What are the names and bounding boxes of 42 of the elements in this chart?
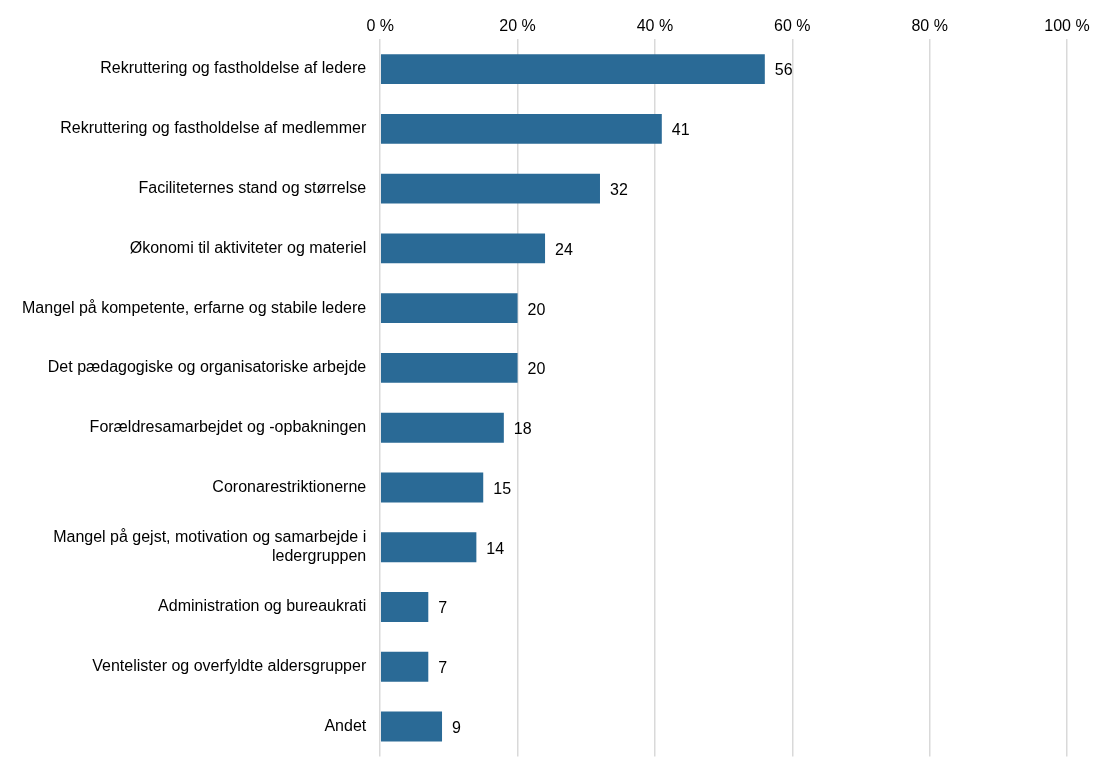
x-tick-label: 80 % — [911, 17, 948, 35]
x-tick-label: 0 % — [366, 17, 395, 35]
bar — [380, 592, 429, 622]
y-tick-label: Administration og bureaukrati — [158, 597, 367, 615]
bar — [380, 711, 443, 742]
bar — [380, 233, 546, 264]
y-tick-label: Ventelister og overfyldte aldersgrupper — [92, 657, 367, 675]
bar — [380, 293, 518, 324]
y-tick-label: Det pædagogiske og organisatoriske arbejde — [47, 358, 367, 376]
y-tick-label: Økonomi til aktiviteter og materiel — [129, 238, 367, 256]
bar — [380, 472, 484, 503]
bar — [380, 352, 518, 383]
y-tick-label: Coronarestriktionerne — [212, 477, 367, 495]
y-tick-label: Rekruttering og fastholdelse af medlemmer — [60, 119, 367, 137]
bar — [380, 651, 429, 682]
data-label: 32 — [609, 181, 628, 199]
x-tick-label: 20 % — [499, 17, 536, 35]
x-tick-label: 40 % — [636, 17, 674, 35]
data-label: 14 — [486, 539, 505, 557]
y-tick-label: Forældresamarbejdet og -opbakningen — [89, 418, 367, 436]
data-label: 15 — [493, 479, 512, 497]
bar — [380, 173, 600, 204]
y-tick-label: Faciliteternes stand og størrelse — [138, 179, 367, 197]
x-tick-label: 100 % — [1044, 17, 1090, 35]
y-tick-label: Mangel på gejst, motivation og samarbejde i ledergruppen — [53, 528, 367, 565]
bar — [380, 532, 477, 563]
data-label: 56 — [774, 61, 793, 79]
data-label: 20 — [527, 300, 546, 318]
data-label: 20 — [527, 360, 546, 378]
bar — [380, 54, 765, 85]
bar — [380, 113, 662, 144]
bar — [380, 412, 504, 443]
data-label: 9 — [452, 718, 462, 736]
data-label: 7 — [438, 659, 448, 677]
data-label: 24 — [555, 240, 573, 258]
data-label: 41 — [671, 121, 690, 139]
data-label: 7 — [438, 599, 448, 617]
y-tick-label: Andet — [324, 716, 367, 734]
x-tick-label: 60 % — [774, 17, 811, 35]
y-tick-label: Mangel på kompetente, erfarne og stabile ledere — [22, 298, 367, 316]
y-tick-label: Rekruttering og fastholdelse af ledere — [100, 59, 367, 77]
data-label: 18 — [513, 420, 532, 438]
